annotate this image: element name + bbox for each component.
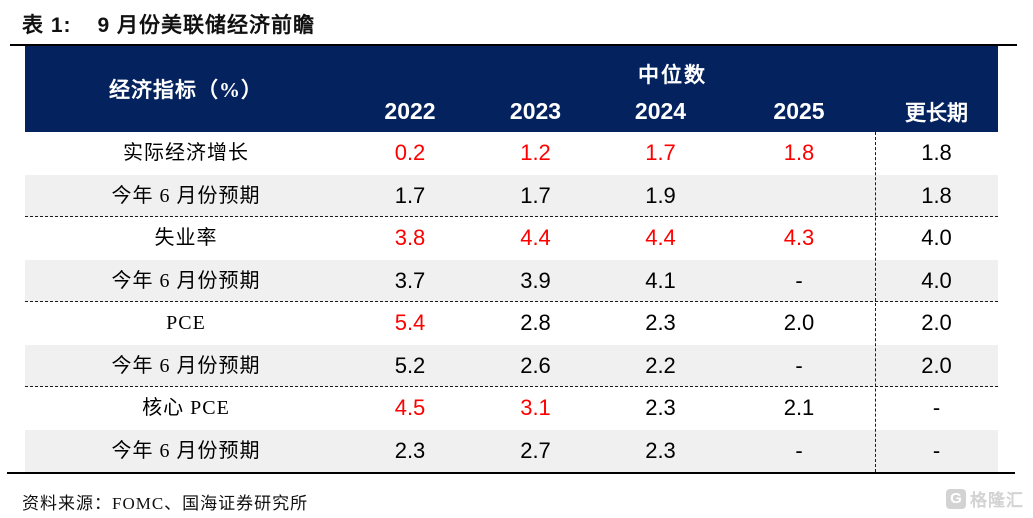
- title-divider: [10, 44, 1017, 46]
- cell-2023: 2.8: [520, 310, 551, 336]
- row-indicator-label: PCE: [166, 312, 206, 335]
- cell-2025: -: [795, 352, 803, 378]
- economic-projections-table: 经济指标（%） 中位数 2022 2023 2024 2025 更长期 实际经济…: [7, 46, 1015, 474]
- row-indicator-label: 今年 6 月份预期: [111, 184, 261, 207]
- cell-2022: 4.5: [394, 395, 426, 421]
- cell-2023: 1.2: [520, 140, 551, 166]
- cell-2023: 3.1: [520, 395, 551, 421]
- header-median-label: 中位数: [638, 63, 707, 87]
- cell-2024: 2.3: [645, 310, 676, 336]
- row-indicator-label: 实际经济增长: [123, 142, 249, 165]
- row-indicator-label: 今年 6 月份预期: [111, 354, 261, 377]
- cell-2025: 1.8: [783, 140, 815, 166]
- table-body: 实际经济增长 0.2 1.2 1.7 1.8 1.8 今年 6 月份预期 1.7…: [25, 132, 998, 472]
- cell-2024: 4.1: [645, 267, 676, 293]
- table-row: 今年 6 月份预期 2.3 2.7 2.3 - -: [25, 429, 998, 472]
- cell-2023: 3.9: [520, 267, 551, 293]
- table-row: 核心 PCE 4.5 3.1 2.3 2.1 -: [25, 387, 998, 430]
- cell-longer-run: 2.0: [921, 310, 952, 336]
- cell-longer-run: 1.8: [921, 182, 952, 208]
- cell-2023: 1.7: [520, 182, 551, 208]
- header-year-2025: 2025: [773, 98, 825, 124]
- cell-2023: 2.6: [520, 352, 551, 378]
- cell-2022: 5.2: [394, 352, 426, 378]
- cell-2023: 2.7: [520, 437, 551, 463]
- header-year-2024: 2024: [634, 98, 687, 124]
- table-row: 今年 6 月份预期 3.7 3.9 4.1 - 4.0: [25, 259, 998, 302]
- source-note: 资料来源：FOMC、国海证券研究所: [22, 494, 309, 513]
- cell-2022: 2.3: [394, 437, 426, 463]
- cell-longer-run: 4.0: [921, 267, 952, 293]
- table-title: 表 1: 9 月份美联储经济前瞻: [0, 0, 1033, 39]
- table-row: 今年 6 月份预期 1.7 1.7 1.9 1.8: [25, 174, 998, 217]
- cell-2024: 2.2: [645, 352, 676, 378]
- table-row: 今年 6 月份预期 5.2 2.6 2.2 - 2.0: [25, 344, 998, 387]
- header-indicator-label: 经济指标（%）: [109, 78, 263, 102]
- longer-run-column-divider: [875, 132, 876, 472]
- cell-2022: 5.4: [394, 310, 426, 336]
- cell-2025: -: [795, 267, 803, 293]
- table-row: PCE 5.4 2.8 2.3 2.0 2.0: [25, 302, 998, 345]
- cell-2024: 2.3: [645, 437, 676, 463]
- header-longer-run-label: 更长期: [905, 100, 968, 125]
- gelonghui-logo-icon: G: [946, 488, 966, 509]
- cell-2022: 3.8: [394, 225, 426, 251]
- cell-longer-run: -: [932, 395, 941, 421]
- row-indicator-label: 今年 6 月份预期: [111, 439, 261, 462]
- cell-2024: 1.7: [645, 140, 676, 166]
- cell-longer-run: 2.0: [921, 352, 952, 378]
- cell-2022: 3.7: [394, 267, 426, 293]
- header-year-2023: 2023: [509, 98, 562, 124]
- table-number-label: 表 1:: [22, 14, 72, 37]
- table-row: 失业率 3.8 4.4 4.4 4.3 4.0: [25, 217, 998, 260]
- table-row: 实际经济增长 0.2 1.2 1.7 1.8 1.8: [25, 132, 998, 175]
- cell-longer-run: -: [932, 437, 941, 463]
- row-indicator-label: 核心 PCE: [142, 397, 230, 420]
- row-indicator-label: 今年 6 月份预期: [111, 269, 261, 292]
- row-indicator-label: 失业率: [154, 227, 218, 250]
- cell-2025: -: [795, 437, 803, 463]
- cell-2025: 2.1: [783, 395, 815, 421]
- cell-longer-run: 1.8: [921, 140, 952, 166]
- cell-2025: 2.0: [783, 310, 815, 336]
- table-header: 经济指标（%） 中位数 2022 2023 2024 2025 更长期: [25, 46, 998, 132]
- cell-2022: 1.7: [394, 182, 426, 208]
- table-title-text: 9 月份美联储经济前瞻: [97, 14, 316, 37]
- cell-2024: 1.9: [645, 182, 676, 208]
- cell-2023: 4.4: [520, 225, 551, 251]
- cell-2025: 4.3: [783, 225, 815, 251]
- cell-longer-run: 4.0: [921, 225, 952, 251]
- cell-2024: 4.4: [645, 225, 676, 251]
- gelonghui-logo-text: 格隆汇: [970, 491, 1024, 510]
- cell-2022: 0.2: [394, 140, 426, 166]
- table-bottom-divider: [7, 472, 1015, 474]
- cell-2024: 2.3: [645, 395, 676, 421]
- gelonghui-watermark: G 格隆汇: [946, 486, 1024, 511]
- header-year-2022: 2022: [384, 98, 436, 124]
